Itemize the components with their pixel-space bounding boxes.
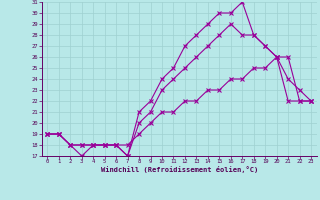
X-axis label: Windchill (Refroidissement éolien,°C): Windchill (Refroidissement éolien,°C) <box>100 166 258 173</box>
